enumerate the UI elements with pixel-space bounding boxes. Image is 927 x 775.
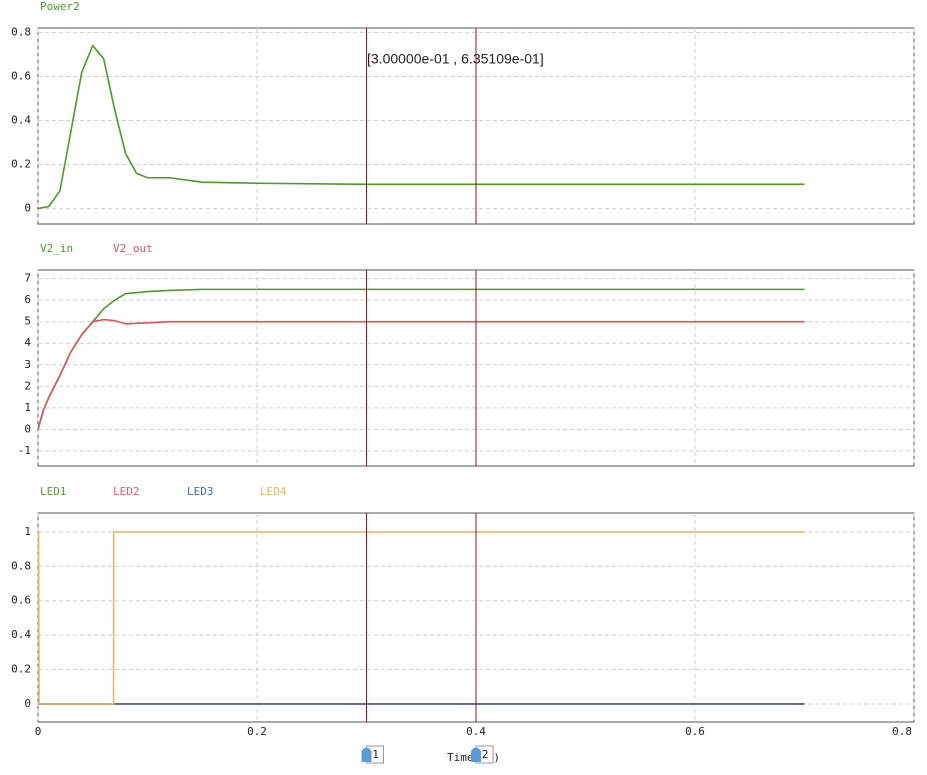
legend-entry: V2_out <box>113 242 153 255</box>
y-tick-label: 6 <box>24 293 31 306</box>
y-tick-label: 0.8 <box>11 559 31 572</box>
y-tick-label: 2 <box>24 379 31 392</box>
x-tick-label: 0.2 <box>247 725 267 738</box>
y-tick-label: 0 <box>24 422 31 435</box>
legend-entry: V2_in <box>40 242 73 255</box>
x-tick-label: 0.8 <box>892 725 912 738</box>
x-tick-label: 0 <box>35 725 42 738</box>
legend-entry: LED2 <box>113 485 140 498</box>
series-line <box>37 531 805 705</box>
y-tick-label: 0.4 <box>11 113 31 126</box>
cursor-marker-icon <box>361 747 372 762</box>
y-tick-label: 1 <box>24 401 31 414</box>
y-tick-label: 1 <box>24 525 31 538</box>
series-line <box>37 44 805 210</box>
x-tick-label: 0.6 <box>685 725 705 738</box>
y-tick-label: 0.4 <box>11 628 31 641</box>
cursor-marker-label: 1 <box>372 748 379 761</box>
y-tick-label: 0.2 <box>11 663 31 676</box>
cursor-marker-label: 2 <box>482 748 489 761</box>
legend-entry: LED4 <box>260 485 287 498</box>
y-tick-label: 5 <box>24 315 31 328</box>
legend-entry: LED3 <box>187 485 214 498</box>
y-tick-label: 0 <box>24 697 31 710</box>
legend-entry: LED1 <box>40 485 67 498</box>
y-tick-label: 7 <box>24 272 31 285</box>
y-tick-label: 3 <box>24 358 31 371</box>
legend-entry: Power2 <box>40 0 80 13</box>
series-line <box>37 318 805 430</box>
y-tick-label: 0.6 <box>11 594 31 607</box>
y-tick-label: -1 <box>18 444 31 457</box>
series-line <box>37 288 805 430</box>
y-tick-label: 0.2 <box>11 158 31 171</box>
cursor-marker-icon <box>471 747 481 762</box>
y-tick-label: 0.8 <box>11 25 31 38</box>
y-tick-label: 4 <box>24 336 31 349</box>
cursor-readout: [3.00000e-01 , 6.35109e-01] <box>367 51 544 67</box>
x-tick-label: 0.4 <box>466 725 486 738</box>
y-tick-label: 0.6 <box>11 69 31 82</box>
y-tick-label: 0 <box>24 202 31 215</box>
